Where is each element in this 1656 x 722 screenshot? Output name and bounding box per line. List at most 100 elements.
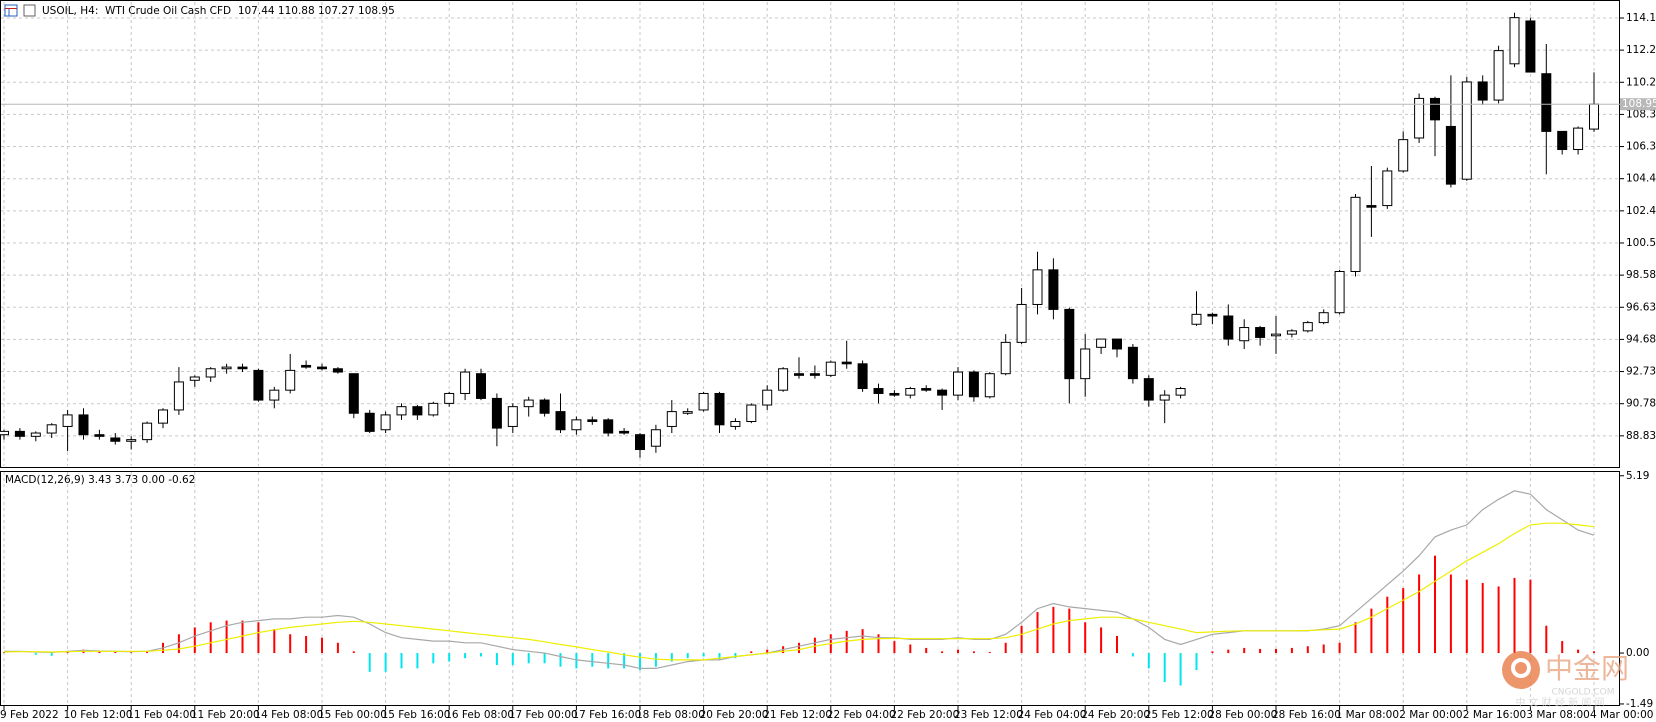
candle-body (269, 389, 280, 401)
candle-body (1048, 269, 1059, 310)
histogram-bar (1259, 648, 1262, 654)
candle-body (809, 373, 820, 376)
candle-body (94, 434, 105, 437)
y-tick-label: 0.00 (1626, 647, 1649, 659)
histogram-bar (1147, 653, 1150, 669)
candle-body (1127, 346, 1138, 380)
histogram-bar (1116, 635, 1118, 654)
histogram-bar (718, 653, 721, 660)
candle-body (476, 373, 486, 399)
candle-body (126, 439, 137, 442)
histogram-bar (225, 620, 228, 654)
x-tick-label: 1 Mar 08:00 (1336, 709, 1399, 721)
histogram-bar (1100, 627, 1103, 654)
histogram-bar (114, 652, 117, 654)
candle-body (110, 437, 121, 442)
candle-body (142, 422, 153, 441)
candle-body (1207, 313, 1218, 317)
candle-body (507, 406, 518, 427)
current-price-label: 108.95 (1622, 98, 1656, 110)
x-tick-label: 20 Feb 20:00 (700, 709, 769, 721)
y-tick-label: 100.53 (1626, 237, 1656, 249)
histogram-bar (1370, 608, 1373, 654)
histogram-bar (1434, 555, 1436, 654)
histogram-bar (480, 653, 482, 657)
candle-body (953, 371, 963, 396)
candle-body (173, 381, 184, 411)
x-tick-label: 22 Feb 20:00 (890, 709, 959, 721)
candle-body (539, 399, 550, 414)
candle-body (1191, 313, 1202, 325)
candle-body (1557, 130, 1568, 151)
candle-body (523, 399, 534, 408)
candle-body (1334, 270, 1345, 314)
histogram-bar (384, 653, 387, 672)
candle-body (968, 371, 979, 398)
histogram-bar (1418, 574, 1421, 654)
candle-body (1525, 20, 1536, 73)
histogram-bar (893, 641, 896, 654)
candle-body (825, 361, 836, 376)
candle-body (1064, 308, 1075, 380)
y-tick-label: 112.23 (1626, 44, 1656, 56)
histogram-bar (34, 653, 37, 655)
candle-body (444, 392, 455, 404)
histogram-bar (1449, 574, 1452, 654)
chart-icon (4, 4, 36, 17)
macd-panel (0, 471, 1620, 706)
x-tick-label: 16 Feb 08:00 (445, 709, 514, 721)
y-tick-label: 102.48 (1626, 205, 1656, 217)
watermark-logo-text: 中金网 (1545, 652, 1629, 685)
histogram-bar (527, 653, 530, 664)
histogram-bar (1322, 644, 1325, 654)
x-tick-label: 9 Feb 2022 (0, 709, 59, 721)
candle-body (1461, 81, 1472, 180)
histogram-bar (1227, 649, 1230, 654)
candle-body (905, 388, 916, 396)
histogram-bar (511, 653, 514, 666)
candle-body (0, 430, 9, 436)
histogram-bar (146, 651, 149, 654)
candle-body (1112, 338, 1122, 350)
y-tick-label: 96.63 (1626, 301, 1656, 313)
x-tick-label: 3 Mar 08:00 (1526, 709, 1589, 721)
candle-body (1318, 312, 1329, 324)
y-tick-label: 90.78 (1626, 398, 1656, 410)
histogram-bar (1275, 648, 1277, 654)
candle-body (1302, 322, 1313, 332)
histogram-bar (957, 649, 959, 654)
candle-body (46, 424, 57, 434)
candle-body (205, 368, 216, 378)
x-tick-label: 15 Feb 00:00 (318, 709, 387, 721)
candle-body (348, 373, 359, 414)
histogram-bar (336, 642, 339, 654)
candle-body (189, 376, 200, 381)
candle-body (873, 388, 884, 394)
candle-body (635, 434, 645, 451)
candle-body (937, 389, 948, 396)
histogram-bar (50, 653, 53, 656)
candle-body (778, 368, 789, 391)
x-tick-label: 25 Feb 12:00 (1145, 709, 1214, 721)
candle-body (857, 363, 868, 390)
x-tick-label: 28 Feb 00:00 (1208, 709, 1277, 721)
histogram-bar (464, 653, 467, 659)
x-tick-label: 28 Feb 16:00 (1272, 709, 1341, 721)
histogram-bar (877, 634, 880, 654)
candle-body (301, 364, 312, 368)
x-tick-label: 11 Feb 20:00 (191, 709, 260, 721)
candle-body (603, 419, 614, 434)
histogram-bar (702, 653, 705, 657)
x-tick-label: 2 Mar 16:00 (1463, 709, 1526, 721)
histogram-bar (654, 653, 657, 667)
histogram-bar (861, 629, 864, 654)
candle-body (666, 411, 677, 427)
candle-body (30, 432, 41, 437)
histogram-bar (575, 653, 578, 669)
candle-body (253, 369, 264, 401)
watermark-url: CNGOLD.COM (1551, 688, 1614, 698)
candle-body (698, 392, 709, 411)
y-tick-label: 114.18 (1626, 12, 1656, 24)
indicator-header: MACD(12,26,9) 3.43 3.73 0.00 -0.62 (5, 474, 195, 486)
